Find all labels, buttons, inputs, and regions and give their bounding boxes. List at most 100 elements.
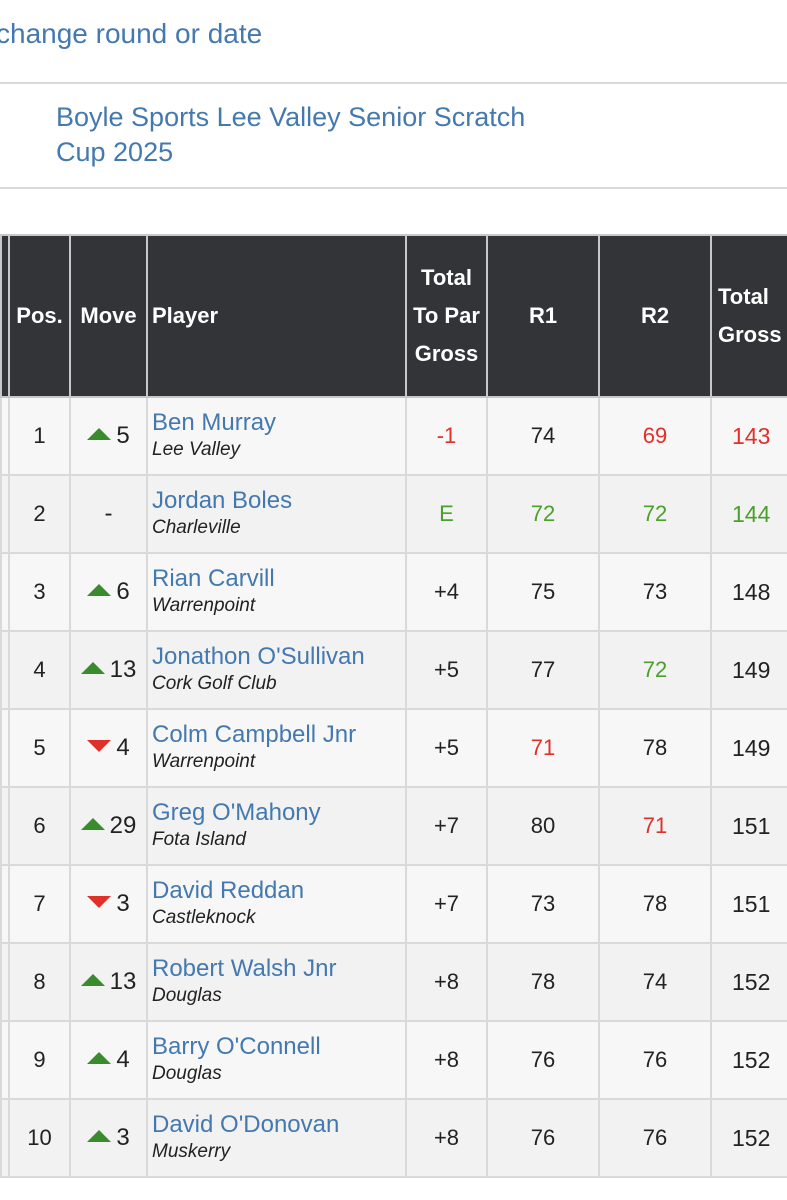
table-row[interactable]: 5 4 Colm Campbell Jnr Warrenpoint +5 71 78 149 (0, 708, 787, 788)
player-cell: Jordan Boles Charleville (146, 474, 407, 554)
player-club: Douglas (152, 985, 222, 1006)
row-spacer (0, 630, 10, 710)
header-pos[interactable]: Pos. (8, 234, 71, 398)
move-up-icon (80, 661, 105, 674)
row-spacer (0, 474, 10, 554)
r1-cell: 77 (486, 630, 600, 710)
move-down-icon (87, 895, 112, 908)
r2-cell: 71 (598, 786, 712, 866)
table-row[interactable]: 4 13 Jonathon O'Sullivan Cork Golf Club +5 77… (0, 630, 787, 710)
row-spacer (0, 552, 10, 632)
table-row[interactable]: 2- Jordan Boles Charleville E 72 72 144 (0, 474, 787, 554)
position-cell: 1 (8, 396, 71, 476)
move-cell: 3 (69, 1098, 148, 1178)
position-cell: 3 (8, 552, 71, 632)
move-value: 3 (116, 890, 130, 917)
move-value: 6 (116, 578, 130, 605)
player-name-link[interactable]: Rian Carvill (152, 565, 275, 592)
table-row[interactable]: 6 29 Greg O'Mahony Fota Island +7 80 71 151 (0, 786, 787, 866)
r1-cell: 78 (486, 942, 600, 1022)
position-cell: 10 (8, 1098, 71, 1178)
move-cell: 4 (69, 1020, 148, 1100)
to-par-cell: +8 (405, 1098, 488, 1178)
table-row[interactable]: 10 3 David O'Donovan Muskerry +8 76 76 152 (0, 1098, 787, 1178)
r2-cell: 76 (598, 1098, 712, 1178)
total-gross-cell: 144 (710, 474, 787, 554)
player-name-link[interactable]: Jordan Boles (152, 487, 293, 514)
header-player[interactable]: Player (146, 234, 407, 398)
move-cell: 6 (69, 552, 148, 632)
move-up-icon (87, 427, 112, 440)
row-spacer (0, 786, 10, 866)
header-r2[interactable]: R2 (598, 234, 712, 398)
player-cell: Greg O'Mahony Fota Island (146, 786, 407, 866)
player-cell: Colm Campbell Jnr Warrenpoint (146, 708, 407, 788)
r2-cell: 73 (598, 552, 712, 632)
position-cell: 6 (8, 786, 71, 866)
total-gross-cell: 149 (710, 630, 787, 710)
table-row[interactable]: 1 5 Ben Murray Lee Valley -1 74 69 143 (0, 396, 787, 476)
player-cell: Rian Carvill Warrenpoint (146, 552, 407, 632)
total-gross-cell: 143 (710, 396, 787, 476)
move-value: 3 (116, 1124, 130, 1151)
to-par-cell: E (405, 474, 488, 554)
header-move[interactable]: Move (69, 234, 148, 398)
to-par-cell: -1 (405, 396, 488, 476)
r1-cell: 73 (486, 864, 600, 944)
move-cell: 3 (69, 864, 148, 944)
row-spacer (0, 1020, 10, 1100)
player-club: Warrenpoint (152, 751, 256, 772)
leaderboard-body: 1 5 Ben Murray Lee Valley -1 74 69 143 2- Jordan … (0, 396, 787, 1178)
position-cell: 4 (8, 630, 71, 710)
player-cell: Jonathon O'Sullivan Cork Golf Club (146, 630, 407, 710)
r2-cell: 74 (598, 942, 712, 1022)
to-par-cell: +5 (405, 630, 488, 710)
r1-cell: 71 (486, 708, 600, 788)
position-cell: 9 (8, 1020, 71, 1100)
player-name-link[interactable]: Robert Walsh Jnr (152, 955, 337, 982)
move-up-icon (87, 1051, 112, 1064)
position-cell: 5 (8, 708, 71, 788)
move-value: 4 (116, 1046, 130, 1073)
change-round-link[interactable]: change round or date (0, 18, 263, 49)
r2-cell: 76 (598, 1020, 712, 1100)
player-name-link[interactable]: Jonathon O'Sullivan (152, 643, 365, 670)
player-name-link[interactable]: Colm Campbell Jnr (152, 721, 357, 748)
player-club: Castleknock (152, 907, 256, 928)
r2-cell: 72 (598, 630, 712, 710)
move-up-icon (80, 973, 105, 986)
player-club: Muskerry (152, 1141, 231, 1162)
r1-cell: 76 (486, 1020, 600, 1100)
total-gross-cell: 152 (710, 1020, 787, 1100)
to-par-cell: +7 (405, 864, 488, 944)
table-row[interactable]: 7 3 David Reddan Castleknock +7 73 78 151 (0, 864, 787, 944)
row-spacer (0, 864, 10, 944)
player-club: Douglas (152, 1063, 222, 1084)
player-name-link[interactable]: Barry O'Connell (152, 1033, 321, 1060)
total-gross-cell: 152 (710, 1098, 787, 1178)
player-cell: Robert Walsh Jnr Douglas (146, 942, 407, 1022)
player-name-link[interactable]: Greg O'Mahony (152, 799, 321, 826)
player-name-link[interactable]: Ben Murray (152, 409, 277, 436)
total-gross-cell: 152 (710, 942, 787, 1022)
table-row[interactable]: 3 6 Rian Carvill Warrenpoint +4 75 73 148 (0, 552, 787, 632)
to-par-cell: +4 (405, 552, 488, 632)
move-value: 13 (109, 656, 137, 683)
move-value: 5 (116, 422, 130, 449)
player-name-link[interactable]: David O'Donovan (152, 1111, 340, 1138)
header-total-gross[interactable]: Total Gross (710, 234, 787, 398)
position-cell: 2 (8, 474, 71, 554)
total-gross-cell: 151 (710, 786, 787, 866)
player-club: Warrenpoint (152, 595, 256, 616)
position-cell: 8 (8, 942, 71, 1022)
header-r1[interactable]: R1 (486, 234, 600, 398)
player-club: Cork Golf Club (152, 673, 277, 694)
to-par-cell: +5 (405, 708, 488, 788)
player-name-link[interactable]: David Reddan (152, 877, 305, 904)
row-spacer (0, 396, 10, 476)
header-to-par[interactable]: Total To Par Gross (405, 234, 488, 398)
table-row[interactable]: 9 4 Barry O'Connell Douglas +8 76 76 152 (0, 1020, 787, 1100)
table-row[interactable]: 8 13 Robert Walsh Jnr Douglas +8 78 74 152 (0, 942, 787, 1022)
move-cell: 13 (69, 942, 148, 1022)
event-title[interactable]: Boyle Sports Lee Valley Senior Scratch C… (56, 102, 526, 167)
